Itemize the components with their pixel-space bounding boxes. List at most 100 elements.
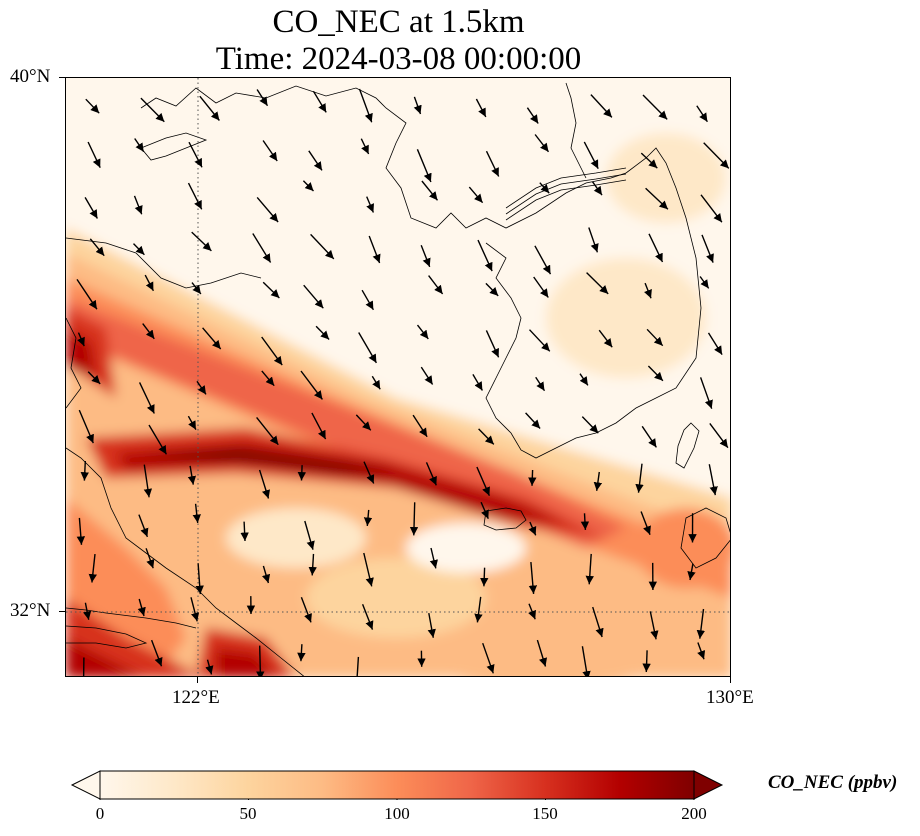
wind-arrow — [258, 469, 271, 499]
wind-arrow — [196, 380, 207, 395]
wind-arrow — [482, 642, 495, 674]
colorbar-tick-100: 100 — [384, 804, 410, 823]
wind-arrow — [256, 416, 279, 446]
wind-arrow — [649, 611, 659, 640]
wind-arrow — [581, 416, 599, 434]
wind-arrow — [190, 597, 200, 622]
wind-arrow — [699, 377, 713, 409]
lon-tick-mark — [730, 677, 731, 683]
colorbar-min-extend — [70, 770, 101, 800]
wind-arrow — [539, 182, 550, 194]
wind-arrow — [472, 374, 484, 391]
wind-arrow — [536, 639, 548, 667]
lat-tick-mark — [59, 611, 65, 612]
lat-label-40n: 40°N — [10, 66, 51, 87]
lat-tick-mark — [59, 77, 65, 78]
wind-arrow — [315, 325, 330, 340]
wind-arrow — [476, 466, 491, 496]
wind-arrow — [137, 598, 146, 617]
wind-arrow — [592, 606, 604, 638]
wind-arrow — [703, 142, 730, 169]
wind-arrow — [420, 245, 431, 268]
colorbar-tick-200: 200 — [681, 804, 707, 823]
wind-arrow — [647, 365, 664, 382]
wind-arrow — [526, 107, 539, 124]
colorbar-max-extend — [693, 770, 724, 800]
wind-arrow — [591, 181, 603, 196]
wind-arrow — [133, 195, 143, 215]
wind-arrow — [468, 186, 484, 204]
wind-arrow — [300, 596, 312, 623]
wind-arrow — [701, 234, 714, 263]
wind-arrow — [361, 289, 375, 311]
wind-arrow — [429, 547, 438, 569]
colorbar-tick-150: 150 — [532, 804, 558, 823]
wind-arrow — [416, 149, 432, 183]
wind-arrow — [300, 370, 323, 400]
wind-arrow — [240, 521, 249, 542]
wind-arrow — [261, 336, 283, 366]
lon-label-130e: 130°E — [706, 687, 754, 708]
wind-arrow — [297, 644, 306, 662]
wind-arrow — [640, 152, 658, 169]
wind-arrow — [477, 239, 493, 272]
wind-arrow — [195, 563, 204, 595]
wind-arrow — [361, 603, 374, 630]
wind-arrow — [355, 414, 372, 431]
wind-arrow — [142, 323, 155, 340]
map-panel — [65, 77, 731, 677]
wind-arrow — [87, 371, 101, 385]
wind-arrow — [579, 373, 589, 386]
wind-arrow — [87, 141, 101, 168]
wind-arrow — [687, 563, 696, 581]
wind-arrow — [187, 465, 197, 485]
wind-arrow — [308, 553, 317, 576]
co-concentration-field — [66, 78, 730, 676]
lat-label-32n: 32°N — [10, 600, 51, 621]
wind-arrow — [421, 180, 439, 201]
wind-arrow — [311, 412, 327, 440]
wind-arrow — [413, 96, 422, 115]
wind-arrow — [256, 89, 269, 107]
wind-arrow — [645, 187, 669, 210]
wind-arrow — [143, 464, 153, 498]
wind-arrow — [366, 196, 375, 213]
wind-arrow — [145, 548, 155, 569]
wind-arrow — [138, 514, 149, 538]
wind-arrow — [312, 90, 327, 113]
wind-arrow — [191, 231, 212, 252]
colorbar — [70, 770, 724, 800]
wind-arrow — [635, 463, 644, 493]
wind-arrow — [425, 462, 437, 486]
colorbar-tick-50: 50 — [239, 804, 257, 823]
wind-arrow — [360, 138, 370, 155]
wind-arrow — [358, 88, 373, 123]
colorbar-tick-0: 0 — [95, 804, 105, 823]
wind-arrow — [593, 471, 603, 491]
wind-arrow — [133, 243, 145, 256]
wind-arrow — [252, 233, 272, 263]
wind-arrow — [262, 281, 280, 299]
wind-arrow — [696, 105, 708, 123]
wind-arrow — [187, 182, 203, 210]
wind-arrow — [356, 656, 360, 676]
wind-arrow — [304, 520, 315, 550]
wind-arrow — [586, 272, 609, 295]
wind-arrow — [588, 227, 599, 253]
wind-arrow — [187, 415, 197, 430]
wind-arrow — [84, 197, 99, 219]
wind-arrow — [308, 150, 323, 171]
wind-arrow — [646, 328, 664, 347]
wind-arrow — [533, 276, 549, 298]
wind-arrow — [525, 412, 541, 429]
wind-arrow — [427, 612, 436, 638]
wind-arrow — [82, 602, 92, 620]
wind-arrow — [140, 97, 165, 123]
wind-arrow — [363, 509, 373, 526]
wind-arrow — [535, 376, 546, 392]
wind-arrow — [420, 366, 434, 385]
wind-arrow — [138, 382, 155, 414]
wind-arrow — [262, 140, 278, 162]
wind-arrow — [303, 284, 324, 309]
wind-arrow — [528, 521, 537, 536]
